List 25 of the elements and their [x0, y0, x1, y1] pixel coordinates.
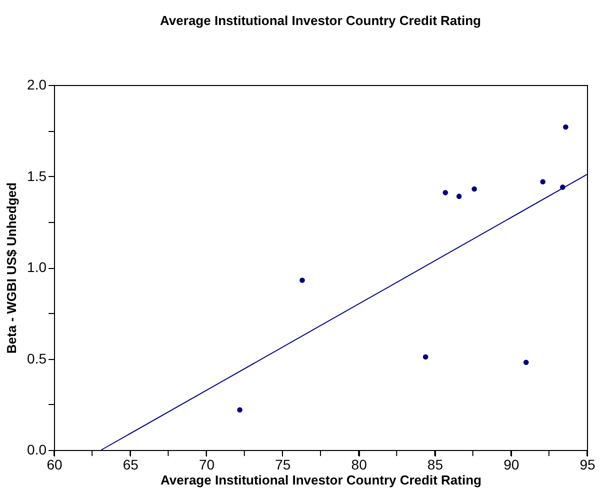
point: [523, 360, 529, 366]
x-tick-label: 70: [198, 456, 215, 472]
x-tick-label: 80: [351, 456, 368, 472]
point: [472, 186, 477, 192]
point: [442, 190, 448, 196]
x-tick-label: 85: [427, 456, 444, 472]
point: [456, 194, 462, 199]
point: [563, 124, 568, 130]
x-axis-title: Average Institutional Investor Country Credit Rating: [160, 472, 482, 488]
y-tick-label: 0.5: [27, 350, 47, 366]
y-axis-title: Beta - WGBI US$ Unhedged: [4, 182, 20, 354]
point: [300, 278, 305, 283]
y-tick-label: 1.5: [27, 168, 47, 184]
x-tick-label: 90: [504, 456, 520, 472]
point: [237, 407, 242, 412]
x-tick-label: 65: [122, 456, 139, 472]
x-tick-label: 95: [580, 456, 596, 472]
y-tick-label: 2.0: [27, 76, 47, 92]
y-tick-label: 1.0: [27, 259, 47, 275]
point: [422, 354, 428, 360]
x-tick-label: 60: [46, 456, 62, 472]
chart-title: Average Institutional Investor Country Credit Rating: [160, 13, 482, 28]
x-tick-label: 75: [275, 456, 291, 472]
y-tick-label: 0.0: [27, 442, 47, 458]
point: [540, 179, 546, 184]
